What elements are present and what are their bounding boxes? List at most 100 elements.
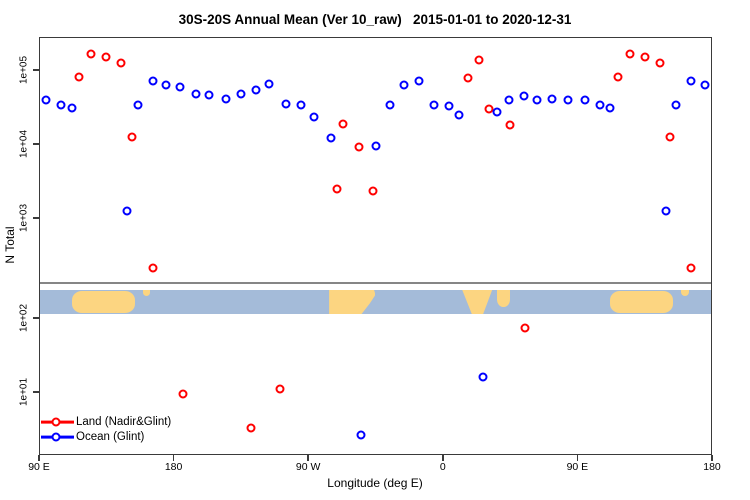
land-patch-africa [462,290,493,314]
land-patch-new-caledonia [681,290,689,296]
ocean-data-point [281,99,291,109]
x-tick-mark [307,455,309,461]
ocean-data-point [264,79,274,89]
y-tick-mark [33,69,39,71]
land-data-point [354,142,364,152]
x-tick-mark [38,455,40,461]
ocean-data-point [385,100,395,110]
y-tick-label: 1e+05 [18,55,30,85]
ocean-data-point [371,141,380,151]
x-tick-label: 90 E [28,461,50,473]
x-tick-label: 90 E [566,461,589,473]
ocean-data-point [504,95,514,105]
land-patch-new-caledonia [142,290,151,296]
ocean-data-point [429,100,439,110]
ocean-data-point [133,100,143,110]
ocean-data-point [56,100,66,110]
ocean-data-point [595,100,605,110]
land-data-point [613,72,623,82]
land-data-point [474,55,484,65]
land-data-point [463,73,473,83]
land-data-point [178,389,188,399]
land-data-point [368,186,377,196]
y-tick-label: 1e+02 [18,303,30,333]
ocean-data-point [122,206,132,216]
ocean-data-point [414,76,424,86]
ocean-data-point [326,133,336,143]
ocean-data-point [478,372,488,382]
upper-panel-divider-line [40,282,711,284]
land-data-point [686,263,696,273]
ocean-data-point [563,95,573,105]
legend-ocean-label: Ocean (Glint) [76,431,145,443]
y-tick-mark [33,143,39,145]
ocean-data-point [67,103,77,113]
land-data-point [275,384,285,394]
x-tick-mark [711,455,713,461]
x-tick-mark [442,455,444,461]
land-patch-australia [610,291,674,313]
ocean-data-point [700,80,710,90]
ocean-data-point [547,94,557,104]
land-data-point [625,49,635,59]
ocean-data-point [191,89,201,99]
ocean-data-point [671,100,681,110]
y-tick-label: 1e+04 [18,129,30,159]
y-tick-mark [33,317,39,319]
land-data-point [246,423,256,433]
x-tick-label: 180 [703,461,721,473]
ocean-data-point [661,206,671,216]
land-patch-south-america [329,290,376,314]
ocean-data-point [519,91,529,101]
ocean-data-point [686,76,696,86]
y-tick-mark [33,217,39,219]
y-tick-mark [33,391,39,393]
plot-area [39,37,712,455]
ocean-data-point [532,95,542,105]
land-patch-madagascar [496,290,511,307]
ocean-data-point [221,94,231,104]
ocean-data-point [161,80,171,90]
land-data-point [116,58,126,68]
ocean-data-point [356,430,366,440]
land-data-point [655,58,665,68]
x-axis-title: Longitude (deg E) [327,476,423,490]
ocean-data-point [296,100,306,110]
land-data-point [338,119,348,129]
ocean-data-point [41,95,51,105]
legend-land-label: Land (Nadir&Glint) [76,416,172,428]
ocean-data-point [251,85,261,95]
ocean-data-point [204,90,214,100]
land-patch-australia [71,291,135,313]
ocean-data-point [175,82,185,92]
y-tick-label: 1e+01 [18,377,30,407]
y-axis-title: N Total [3,226,17,264]
y-tick-label: 1e+03 [18,203,30,233]
land-data-point [505,120,515,130]
land-data-point [86,49,96,59]
land-data-point [74,72,84,82]
ocean-data-point [399,80,409,90]
ocean-data-point [309,112,319,122]
x-tick-label: 0 [439,461,446,473]
chart-title: 30S-20S Annual Mean (Ver 10_raw) 2015-01… [178,12,572,27]
ocean-data-point [605,103,615,113]
land-data-point [520,323,530,333]
ocean-data-point [454,110,464,120]
x-tick-mark [576,455,579,461]
x-tick-mark [172,455,175,461]
ocean-data-point [236,89,246,99]
ocean-data-point [492,107,502,117]
land-data-point [101,52,111,62]
legend-ocean-marker-icon [51,432,61,442]
legend-land-marker-icon [51,417,61,427]
x-tick-label: 180 [164,461,183,473]
world-map-strip [40,290,711,314]
land-data-point [665,132,675,142]
ocean-data-point [148,76,158,86]
ocean-data-point [580,95,590,105]
x-tick-label: 90 W [295,461,321,473]
land-data-point [640,52,650,62]
land-data-point [148,263,158,273]
